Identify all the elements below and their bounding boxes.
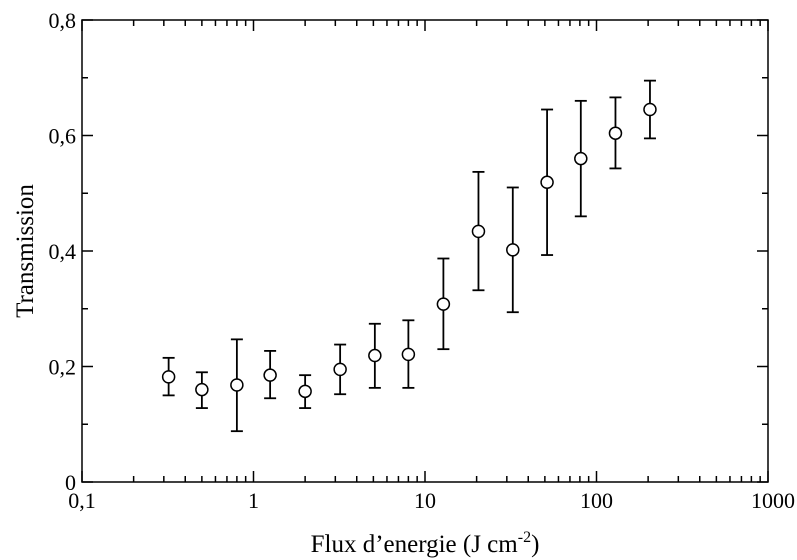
data-point <box>506 186 520 314</box>
x-tick-label: 100 <box>580 488 613 513</box>
y-tick-label: 0,2 <box>49 355 77 380</box>
data-marker <box>230 378 244 392</box>
data-points <box>161 79 657 433</box>
x-axis-title-suffix: ) <box>531 531 539 558</box>
data-point <box>608 96 623 170</box>
data-marker <box>368 348 382 363</box>
data-point <box>574 99 588 218</box>
data-point <box>161 356 176 397</box>
data-marker <box>506 243 520 257</box>
data-point <box>263 350 277 400</box>
x-tick-label: 0,1 <box>68 488 96 513</box>
data-marker <box>643 102 657 117</box>
x-axis-title-superscript: -2 <box>518 529 531 546</box>
data-point <box>540 108 554 256</box>
data-point <box>333 343 347 396</box>
data-marker <box>401 347 416 362</box>
plot-frame <box>81 19 769 483</box>
x-tick-label: 10 <box>414 488 436 513</box>
data-marker <box>161 370 176 384</box>
y-tick-label: 0,4 <box>49 239 77 264</box>
data-marker <box>263 368 277 382</box>
x-axis-ticks: 0,1 1 10 100 1000 <box>68 20 795 513</box>
x-tick-label: 1000 <box>751 488 795 513</box>
data-point <box>195 371 209 409</box>
data-marker <box>574 151 588 166</box>
data-point <box>230 338 244 433</box>
y-tick-label: 0 <box>65 470 76 495</box>
x-axis-title: Flux d’energie (J cm-2) <box>311 529 540 558</box>
data-point <box>368 322 382 389</box>
data-point <box>298 374 312 409</box>
data-marker <box>540 175 554 190</box>
data-marker <box>195 382 209 397</box>
data-point <box>401 319 416 389</box>
data-marker <box>333 362 347 377</box>
y-axis-ticks: 0 0,2 0,4 0,6 0,8 <box>49 8 768 495</box>
data-marker <box>298 384 312 399</box>
x-tick-label: 1 <box>248 488 259 513</box>
y-tick-label: 0,8 <box>49 8 77 33</box>
data-point <box>643 79 657 140</box>
data-marker <box>608 126 623 140</box>
data-marker <box>436 297 451 311</box>
data-point <box>436 257 451 351</box>
data-marker <box>471 224 486 239</box>
y-axis-title: Transmission <box>12 184 39 318</box>
y-tick-label: 0,6 <box>49 124 77 149</box>
data-point <box>471 170 486 292</box>
